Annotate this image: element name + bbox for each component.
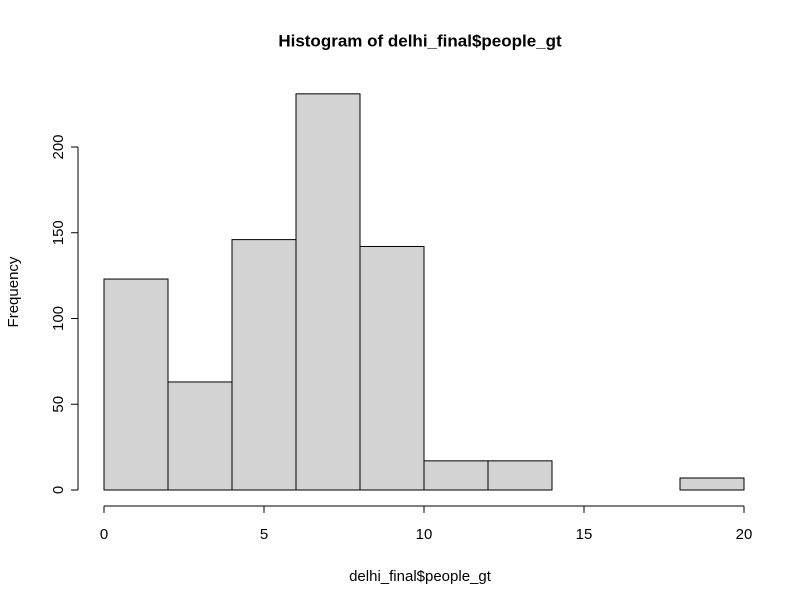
x-axis-label: delhi_final$people_gt — [349, 568, 492, 585]
bar — [423, 460, 489, 491]
x-tick-label: 15 — [576, 526, 593, 543]
x-tick-label: 0 — [100, 526, 108, 543]
y-axis-label: Frequency — [5, 256, 22, 327]
bar — [359, 245, 425, 491]
bar — [295, 93, 361, 491]
chart-title: Histogram of delhi_final$people_gt — [278, 31, 562, 50]
bar — [103, 278, 169, 491]
bar — [167, 381, 233, 491]
y-tick-label: 150 — [50, 220, 67, 245]
bar — [679, 477, 745, 491]
bar — [231, 239, 297, 491]
y-tick-label: 0 — [50, 486, 67, 494]
x-tick-label: 20 — [736, 526, 753, 543]
y-tick-label: 200 — [50, 134, 67, 159]
bar — [487, 460, 553, 491]
x-tick-label: 5 — [260, 526, 268, 543]
y-tick-label: 50 — [50, 396, 67, 413]
y-tick-label: 100 — [50, 306, 67, 331]
x-tick-label: 10 — [416, 526, 433, 543]
